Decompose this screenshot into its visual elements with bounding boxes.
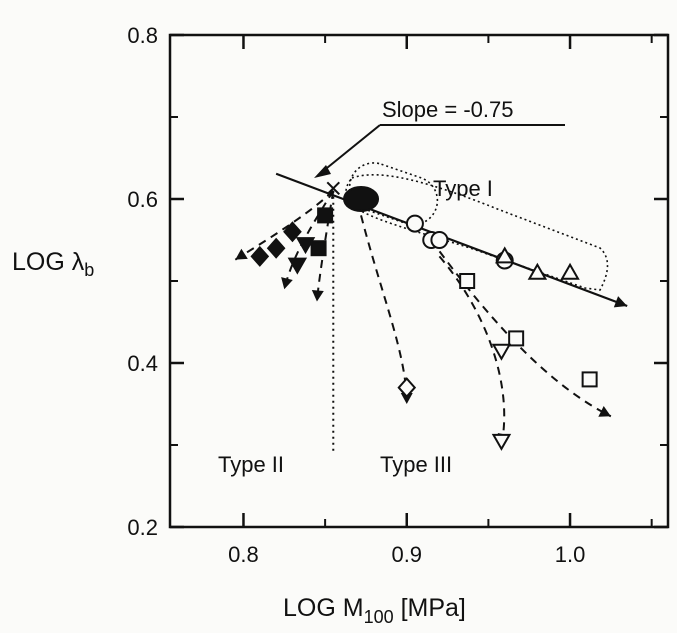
data-point-square: [310, 240, 327, 257]
y-tick-label: 0.6: [127, 187, 158, 212]
trajectory-arrowhead: [400, 393, 413, 404]
data-point-diamond: [397, 377, 417, 399]
origin-cross: [326, 181, 340, 196]
annotation-slope: Slope = -0.75: [382, 97, 513, 122]
y-tick-label: 0.4: [127, 351, 158, 376]
data-point-square: [581, 371, 598, 388]
trajectory-arrowhead: [281, 277, 293, 290]
data-point-triangle-down: [287, 257, 308, 275]
trajectory-arrowhead: [598, 406, 611, 417]
data-point-ellipse: [343, 186, 380, 212]
data-point-triangle-down: [491, 343, 512, 361]
data-point-diamond: [283, 221, 302, 243]
x-tick-label: 1.0: [555, 542, 586, 567]
slope-pointer-head: [314, 165, 331, 178]
data-point-square: [317, 207, 334, 224]
data-point-circle: [430, 231, 449, 249]
trajectory-arrowhead: [235, 248, 248, 260]
x-axis-label: LOG M100 [MPa]: [283, 594, 466, 627]
fit-line-arrowhead: [613, 296, 628, 308]
y-tick-label: 0.8: [127, 23, 158, 48]
trajectory-line: [430, 239, 612, 418]
trajectory-line: [360, 215, 408, 405]
data-point-triangle-down: [491, 433, 512, 451]
data-point-circle: [405, 214, 424, 233]
type-i-enclosure: [348, 162, 439, 226]
data-point-square: [459, 273, 476, 289]
data-point-triangle-up: [560, 262, 580, 280]
data-point-triangle-up: [527, 262, 548, 280]
trajectory-arrowhead: [311, 290, 324, 302]
label-type-iii: Type III: [380, 452, 452, 477]
trajectory-line: [438, 255, 506, 446]
x-tick-label: 0.8: [228, 542, 259, 567]
y-axis-label: LOG λb: [12, 248, 94, 280]
fit-line: [275, 172, 628, 308]
trajectory-line: [234, 190, 334, 261]
data-point-diamond: [250, 245, 270, 267]
x-tick-label: 0.9: [391, 542, 422, 567]
data-point-triangle-down: [295, 237, 316, 255]
slope-pointer: [321, 124, 381, 173]
data-point-triangle-up: [494, 246, 515, 264]
data-point-square: [508, 330, 525, 347]
label-type-i: Type I: [433, 176, 493, 201]
label-type-ii: Type II: [218, 452, 284, 477]
data-point-diamond: [266, 237, 286, 259]
y-tick-label: 0.2: [127, 515, 158, 540]
